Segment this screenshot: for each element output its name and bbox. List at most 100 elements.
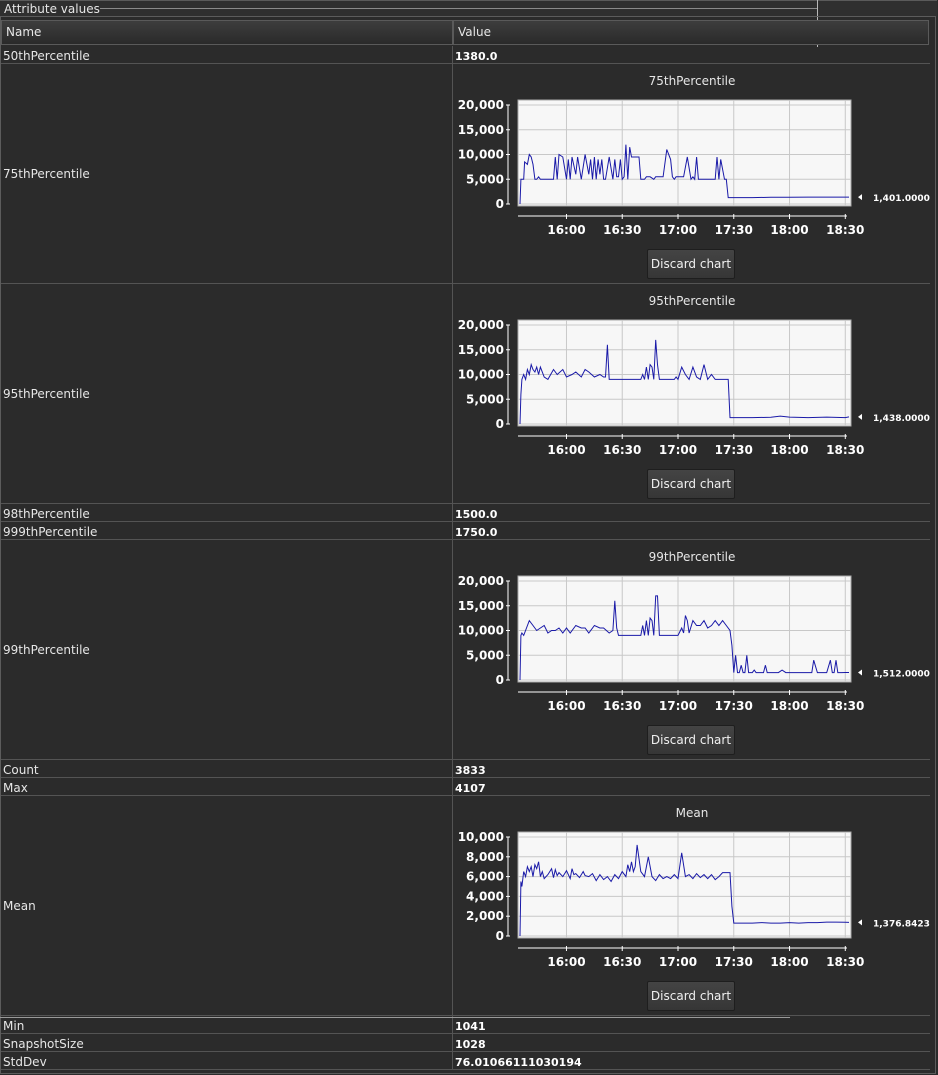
attribute-name-98thpercentile: 98thPercentile bbox=[1, 504, 453, 521]
column-header-value[interactable]: Value bbox=[453, 20, 929, 45]
x-tick-label: 18:00 bbox=[770, 443, 808, 457]
current-value-marker bbox=[858, 669, 862, 676]
attribute-name-95thpercentile: 95thPercentile bbox=[1, 284, 453, 503]
chart-title: Mean bbox=[675, 806, 709, 820]
attribute-name-max: Max bbox=[1, 778, 453, 795]
y-tick-label: 20,000 bbox=[458, 574, 504, 588]
series-line bbox=[519, 595, 849, 681]
table-row[interactable]: Count 3833 bbox=[1, 760, 930, 778]
table-row[interactable]: 99thPercentile 99thPercentile 0 5,000 10,000… bbox=[1, 540, 930, 760]
y-tick-label: 10,000 bbox=[458, 148, 504, 162]
column-header-name[interactable]: Name bbox=[1, 20, 453, 45]
attribute-name-75thpercentile: 75thPercentile bbox=[1, 64, 453, 283]
attribute-value-98thpercentile: 1500.0 bbox=[455, 508, 498, 521]
x-tick-label: 17:00 bbox=[659, 223, 697, 237]
attribute-value-max: 4107 bbox=[455, 782, 486, 795]
x-tick-label: 17:00 bbox=[659, 443, 697, 457]
y-tick-label: 0 bbox=[496, 673, 504, 687]
x-tick-label: 17:30 bbox=[715, 699, 753, 713]
plot-area bbox=[517, 99, 852, 207]
table-row[interactable]: Max 4107 bbox=[1, 778, 930, 796]
plot-area bbox=[517, 831, 852, 939]
table-row[interactable]: Mean Mean 0 2,000 4,000 6,000 8,000 10,000 16:00… bbox=[1, 796, 930, 1016]
attribute-value-min: 1041 bbox=[455, 1020, 486, 1033]
table-row[interactable]: 98thPercentile 1500.0 bbox=[1, 504, 930, 522]
attribute-name-50thpercentile: 50thPercentile bbox=[1, 46, 453, 63]
x-tick-label: 18:30 bbox=[826, 955, 864, 969]
chart-cell-99thpercentile: 99thPercentile 0 5,000 10,000 15,000 20,000 16… bbox=[453, 540, 930, 759]
x-tick-label: 17:30 bbox=[715, 443, 753, 457]
table-row[interactable]: 95thPercentile 95thPercentile 0 5,000 10,000… bbox=[1, 284, 930, 504]
discard-chart-button[interactable]: Discard chart bbox=[647, 981, 735, 1011]
x-tick-label: 18:00 bbox=[770, 223, 808, 237]
x-tick-label: 16:30 bbox=[603, 955, 641, 969]
y-tick-label: 8,000 bbox=[466, 850, 504, 864]
attribute-value-stddev: 76.01066111030194 bbox=[455, 1056, 582, 1069]
series-line bbox=[519, 339, 850, 425]
line-chart-mean: 0 2,000 4,000 6,000 8,000 10,000 16:00 16:30 17:… bbox=[458, 830, 930, 969]
x-tick-label: 16:00 bbox=[547, 955, 585, 969]
x-tick-label: 16:00 bbox=[547, 223, 585, 237]
y-tick-label: 0 bbox=[496, 197, 504, 211]
x-tick-label: 17:30 bbox=[715, 223, 753, 237]
line-chart-95thpercentile: 0 5,000 10,000 15,000 20,000 16:00 16:30 17:00 1… bbox=[458, 318, 930, 457]
current-value-label: 1,512.0000 bbox=[873, 670, 930, 680]
discard-chart-button[interactable]: Discard chart bbox=[647, 725, 735, 755]
line-chart-75thpercentile: 0 5,000 10,000 15,000 20,000 16:00 16:30 17:00 1… bbox=[458, 98, 930, 237]
horizontal-scroll-indicator bbox=[0, 1017, 790, 1018]
chart-title: 99thPercentile bbox=[648, 550, 736, 564]
current-value-marker bbox=[858, 413, 862, 420]
y-tick-label: 10,000 bbox=[458, 830, 504, 844]
attribute-name-99thpercentile: 99thPercentile bbox=[1, 540, 453, 759]
y-tick-label: 2,000 bbox=[466, 909, 504, 923]
x-tick-label: 16:30 bbox=[603, 699, 641, 713]
y-tick-label: 15,000 bbox=[458, 123, 504, 137]
y-tick-label: 5,000 bbox=[466, 648, 504, 662]
attribute-name-999thpercentile: 999thPercentile bbox=[1, 522, 453, 539]
current-value-marker bbox=[858, 919, 862, 926]
table-row[interactable]: Min 1041 bbox=[1, 1016, 930, 1034]
discard-chart-button[interactable]: Discard chart bbox=[647, 469, 735, 499]
discard-chart-button[interactable]: Discard chart bbox=[647, 249, 735, 279]
attribute-name-count: Count bbox=[1, 760, 453, 777]
y-tick-label: 20,000 bbox=[458, 318, 504, 332]
y-tick-label: 0 bbox=[496, 417, 504, 431]
attribute-name-snapshotsize: SnapshotSize bbox=[1, 1034, 453, 1051]
x-tick-label: 17:00 bbox=[659, 955, 697, 969]
y-tick-label: 10,000 bbox=[458, 624, 504, 638]
chart-cell-mean: Mean 0 2,000 4,000 6,000 8,000 10,000 16:00 16:3… bbox=[453, 796, 930, 1015]
x-tick-label: 18:00 bbox=[770, 955, 808, 969]
attribute-name-mean: Mean bbox=[1, 796, 453, 1015]
chart-title: 75thPercentile bbox=[648, 74, 736, 88]
attribute-value-snapshotsize: 1028 bbox=[455, 1038, 486, 1051]
table-row[interactable]: SnapshotSize 1028 bbox=[1, 1034, 930, 1052]
table-row[interactable]: 50thPercentile 1380.0 bbox=[1, 46, 930, 64]
x-tick-label: 17:00 bbox=[659, 699, 697, 713]
current-value-label: 1,438.0000 bbox=[873, 414, 930, 424]
attribute-name-min: Min bbox=[1, 1016, 453, 1033]
line-chart-99thpercentile: 0 5,000 10,000 15,000 20,000 16:00 16:30 17:00 1… bbox=[458, 574, 930, 713]
attribute-value-999thpercentile: 1750.0 bbox=[455, 526, 498, 539]
series-line bbox=[519, 144, 849, 205]
x-tick-label: 18:30 bbox=[826, 443, 864, 457]
x-tick-label: 18:00 bbox=[770, 699, 808, 713]
y-tick-label: 15,000 bbox=[458, 599, 504, 613]
x-tick-label: 17:30 bbox=[715, 955, 753, 969]
series-line bbox=[519, 844, 850, 937]
table-row[interactable]: 999thPercentile 1750.0 bbox=[1, 522, 930, 540]
table-row[interactable]: 75thPercentile 75thPercentile 0 5,000 10,000… bbox=[1, 64, 930, 284]
y-tick-label: 5,000 bbox=[466, 172, 504, 186]
x-tick-label: 16:00 bbox=[547, 699, 585, 713]
x-tick-label: 16:00 bbox=[547, 443, 585, 457]
x-tick-label: 18:30 bbox=[826, 699, 864, 713]
y-tick-label: 0 bbox=[496, 929, 504, 943]
panel-title-text: Attribute values bbox=[4, 2, 100, 16]
attribute-table-frame bbox=[0, 16, 936, 1074]
attribute-value-count: 3833 bbox=[455, 764, 486, 777]
x-tick-label: 18:30 bbox=[826, 223, 864, 237]
current-value-label: 1,401.0000 bbox=[873, 194, 930, 204]
current-value-label: 1,376.8423 bbox=[873, 919, 930, 929]
y-tick-label: 10,000 bbox=[458, 368, 504, 382]
attribute-value-50thpercentile: 1380.0 bbox=[455, 50, 498, 63]
table-row[interactable]: StdDev 76.01066111030194 bbox=[1, 1052, 930, 1070]
